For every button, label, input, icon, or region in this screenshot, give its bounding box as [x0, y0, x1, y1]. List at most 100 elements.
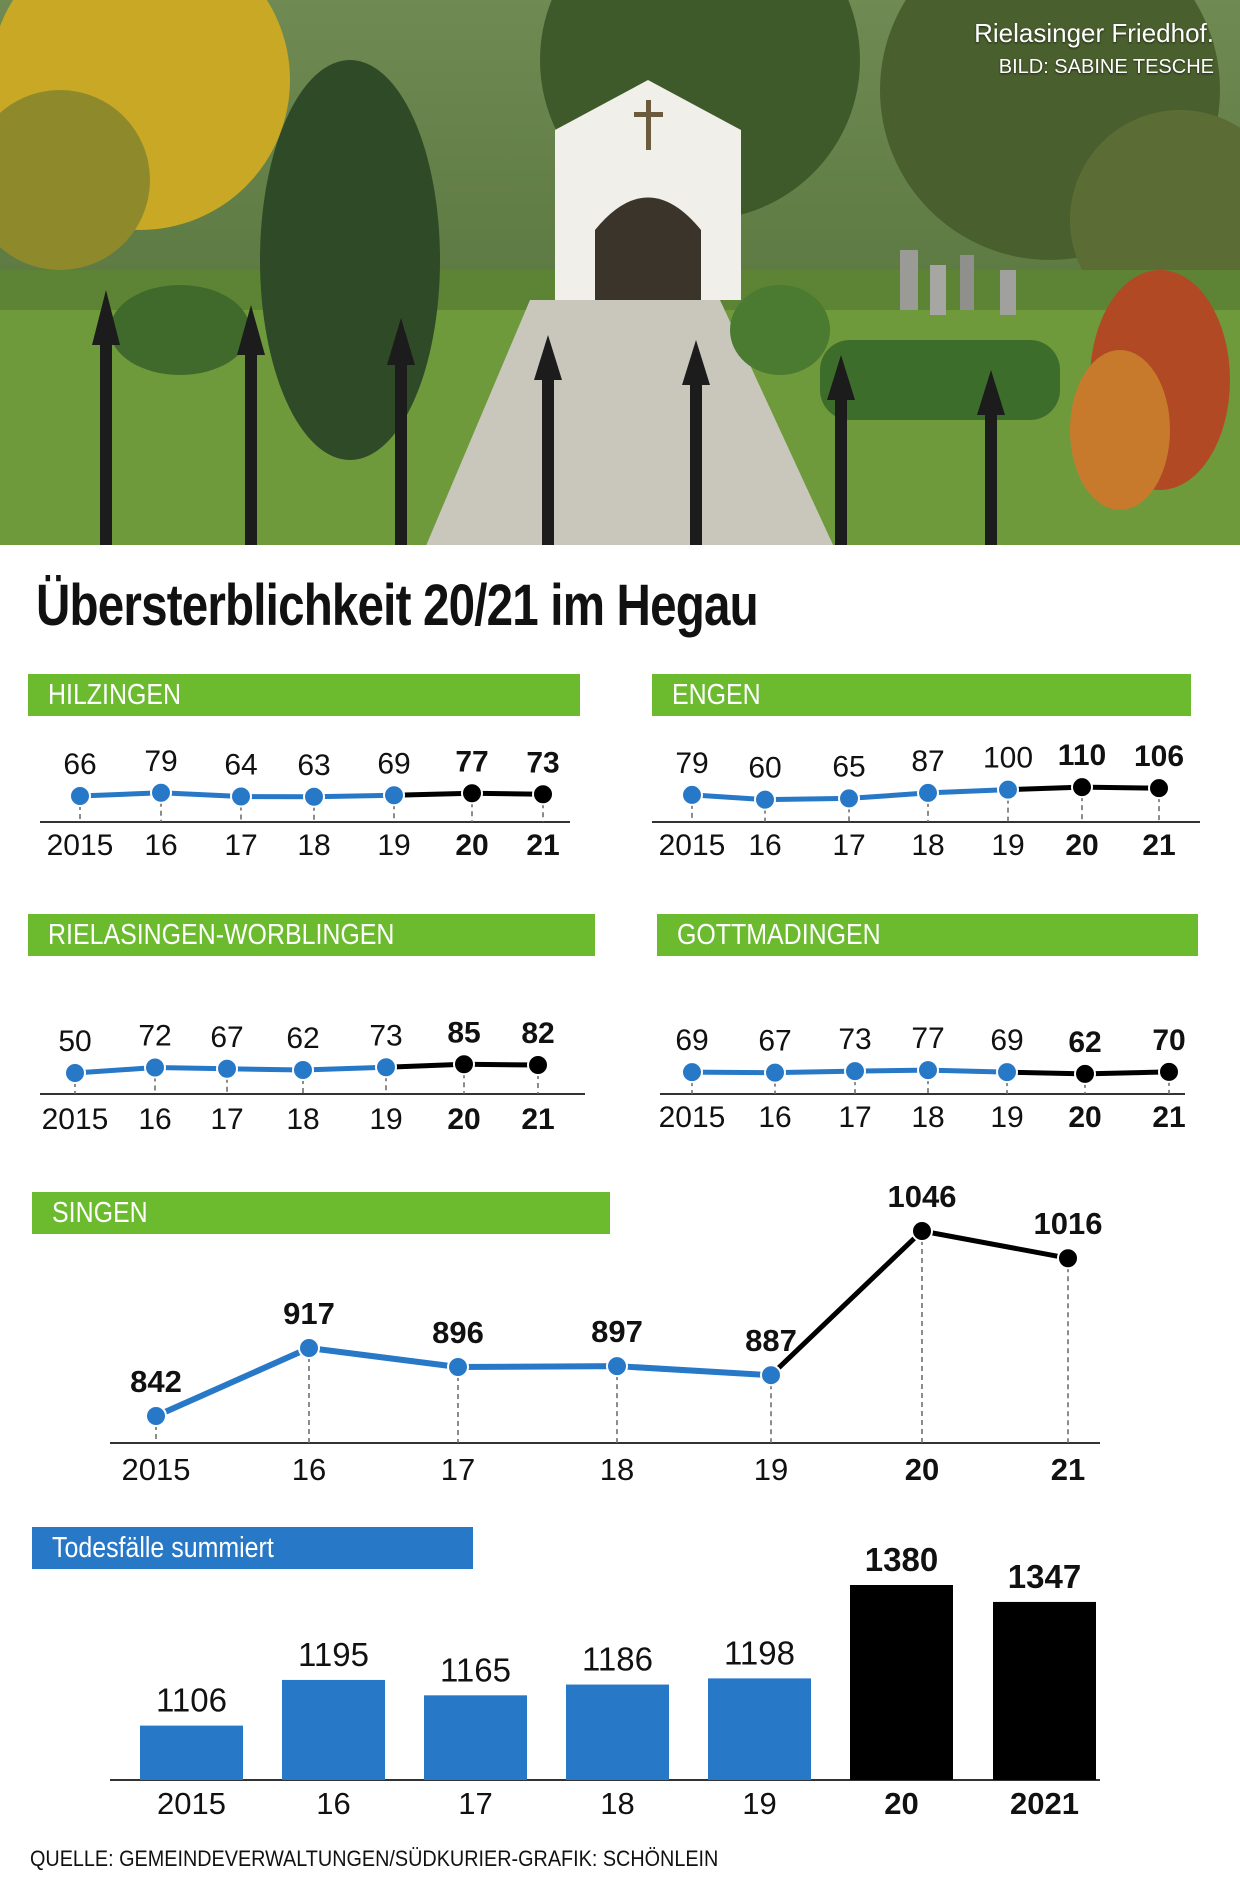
tick-label: 2015 [47, 829, 114, 862]
tick-label: 16 [138, 1103, 171, 1136]
panel-title-hilzingen: HILZINGEN [28, 674, 580, 716]
bar-tick-label: 20 [884, 1786, 918, 1821]
tick-label: 19 [754, 1452, 788, 1487]
data-label: 72 [138, 1020, 171, 1053]
tick-label: 16 [748, 829, 781, 862]
data-point [64, 1062, 86, 1085]
data-point [754, 788, 776, 811]
tick-label: 18 [286, 1103, 319, 1136]
data-point [383, 784, 405, 807]
tick-label: 20 [447, 1103, 480, 1136]
bar [566, 1684, 669, 1780]
data-label: 896 [432, 1315, 484, 1350]
page-title: Übersterblichkeit 20/21 im Hegau [36, 573, 759, 638]
data-label: 77 [455, 745, 488, 778]
tick-label: 2015 [42, 1103, 109, 1136]
data-point [996, 1061, 1018, 1084]
data-label: 82 [521, 1017, 554, 1050]
data-point [911, 1220, 933, 1242]
data-label: 50 [58, 1025, 91, 1058]
data-label: 73 [369, 1019, 402, 1052]
bar-value-label: 1165 [440, 1651, 511, 1688]
data-point [764, 1061, 786, 1084]
data-point [917, 1059, 939, 1082]
panel-title-rielasingen-worblingen: RIELASINGEN-WORBLINGEN [28, 914, 595, 956]
tick-label: 20 [905, 1452, 939, 1487]
data-label: 60 [748, 752, 781, 785]
tick-label: 17 [838, 1101, 871, 1134]
bar [993, 1601, 1096, 1780]
data-label: 73 [838, 1023, 871, 1056]
tick-label: 2015 [659, 1101, 726, 1134]
data-label: 66 [63, 748, 96, 781]
data-point [447, 1356, 469, 1379]
tick-label: 16 [292, 1452, 326, 1487]
data-label: 887 [745, 1323, 797, 1358]
tick-label: 2015 [122, 1452, 191, 1487]
data-label: 67 [210, 1021, 243, 1054]
bar [424, 1695, 527, 1780]
bar [708, 1678, 811, 1780]
tick-label: 21 [526, 829, 559, 862]
series-line-highlight-4 [769, 1228, 1069, 1377]
tick-label: 17 [224, 829, 257, 862]
data-point [230, 785, 252, 808]
data-label: 106 [1134, 740, 1184, 773]
tick-label: 16 [144, 829, 177, 862]
bar-tick-label: 2021 [1010, 1786, 1079, 1821]
data-point [145, 1405, 167, 1427]
bar-tick-label: 18 [600, 1786, 634, 1821]
data-point [1071, 776, 1093, 799]
data-label: 67 [758, 1025, 791, 1058]
data-label: 62 [1068, 1026, 1101, 1059]
data-point [144, 1056, 166, 1079]
tick-label: 18 [297, 829, 330, 862]
bar-value-label: 1198 [724, 1634, 795, 1671]
data-label: 69 [990, 1024, 1023, 1057]
data-label: 62 [286, 1022, 319, 1055]
photo-caption: Rielasinger Friedhof. [974, 18, 1214, 48]
panel-title-singen: SINGEN [32, 1192, 610, 1234]
tick-label: 19 [369, 1103, 402, 1136]
data-point [681, 1061, 703, 1084]
tick-label: 21 [1142, 829, 1175, 862]
data-label: 85 [447, 1016, 480, 1049]
data-label: 897 [591, 1314, 643, 1349]
data-label: 69 [377, 747, 410, 780]
data-point [681, 783, 703, 806]
data-label: 63 [297, 749, 330, 782]
bar-value-label: 1380 [865, 1541, 938, 1578]
data-point [375, 1056, 397, 1079]
data-label: 77 [911, 1022, 944, 1055]
data-point [453, 1053, 475, 1076]
data-label: 1046 [888, 1179, 957, 1214]
tick-label: 19 [377, 829, 410, 862]
bar [850, 1585, 953, 1780]
tick-label: 20 [1068, 1101, 1101, 1134]
bar-tick-label: 2015 [157, 1786, 226, 1821]
tick-label: 17 [832, 829, 865, 862]
source-note: QUELLE: GEMEINDEVERWALTUNGEN/SÜDKURIER-G… [30, 1846, 719, 1871]
tick-label: 18 [911, 1101, 944, 1134]
data-point [292, 1059, 314, 1082]
data-point [606, 1355, 628, 1378]
data-point [216, 1057, 238, 1080]
tick-label: 18 [911, 829, 944, 862]
bar-value-label: 1347 [1008, 1558, 1081, 1595]
tick-label: 21 [1152, 1101, 1185, 1134]
data-point [532, 783, 554, 806]
tick-label: 16 [758, 1101, 791, 1134]
photo-credit: BILD: SABINE TESCHE [998, 56, 1214, 78]
data-point [838, 787, 860, 810]
data-label: 65 [832, 750, 865, 783]
bar-value-label: 1195 [298, 1636, 369, 1673]
tick-label: 20 [1065, 829, 1098, 862]
panel-title-totals: Todesfälle summiert [32, 1527, 473, 1569]
tick-label: 2015 [659, 829, 726, 862]
data-point [1148, 777, 1170, 800]
data-point [527, 1054, 549, 1077]
bar [140, 1725, 243, 1780]
tick-label: 21 [521, 1103, 554, 1136]
data-label: 73 [526, 746, 559, 779]
data-label: 64 [224, 749, 257, 782]
